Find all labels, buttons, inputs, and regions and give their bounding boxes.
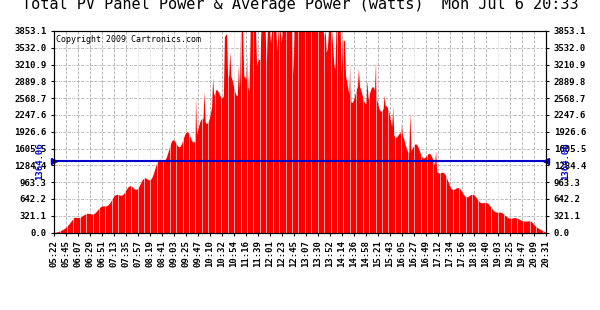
Text: 1364.06: 1364.06 (561, 142, 570, 180)
Text: Copyright 2009 Cartronics.com: Copyright 2009 Cartronics.com (56, 35, 202, 44)
Text: Total PV Panel Power & Average Power (watts)  Mon Jul 6 20:33: Total PV Panel Power & Average Power (wa… (22, 0, 578, 12)
Text: 1364.06: 1364.06 (35, 142, 44, 180)
